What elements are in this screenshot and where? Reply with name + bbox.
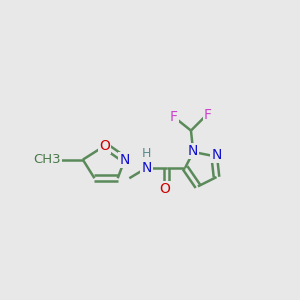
Text: N: N xyxy=(188,144,198,158)
Text: F: F xyxy=(204,109,212,122)
Text: N: N xyxy=(119,153,130,166)
Text: O: O xyxy=(160,182,170,196)
Text: F: F xyxy=(169,110,178,124)
Text: N: N xyxy=(142,161,152,175)
Text: N: N xyxy=(211,148,222,162)
Text: O: O xyxy=(100,139,110,153)
Text: CH3: CH3 xyxy=(33,153,61,166)
Text: H: H xyxy=(142,147,152,160)
